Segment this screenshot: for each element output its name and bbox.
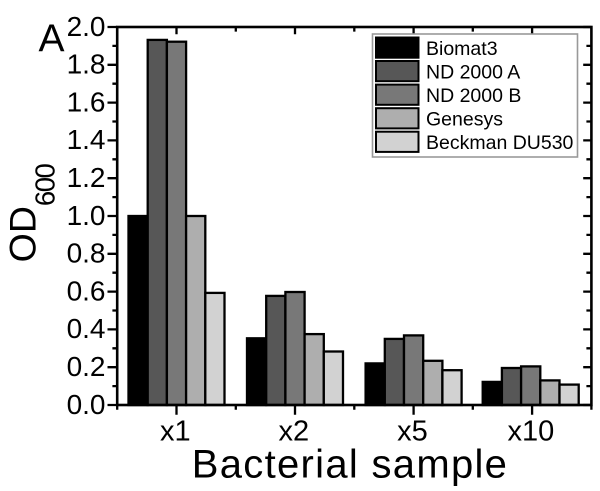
svg-text:Bacterial sample: Bacterial sample (192, 443, 508, 486)
svg-text:1.0: 1.0 (67, 200, 106, 231)
svg-text:Genesys: Genesys (426, 109, 503, 131)
svg-text:0.8: 0.8 (67, 238, 106, 269)
svg-text:Beckman DU530: Beckman DU530 (426, 132, 574, 154)
svg-text:1.6: 1.6 (67, 86, 106, 117)
svg-text:0.2: 0.2 (67, 351, 106, 382)
svg-text:A: A (39, 18, 65, 61)
svg-text:0.0: 0.0 (67, 389, 106, 420)
svg-text:1.4: 1.4 (67, 124, 106, 155)
svg-text:x5: x5 (397, 416, 428, 448)
svg-text:0.4: 0.4 (67, 313, 106, 344)
svg-text:2.0: 2.0 (67, 11, 106, 42)
svg-text:0.6: 0.6 (67, 275, 106, 306)
svg-text:x10: x10 (508, 416, 555, 448)
svg-text:ND 2000 B: ND 2000 B (426, 85, 521, 107)
svg-text:ND 2000 A: ND 2000 A (426, 61, 520, 83)
svg-text:x1: x1 (160, 416, 191, 448)
svg-text:Biomat3: Biomat3 (426, 38, 498, 60)
svg-text:x2: x2 (278, 416, 309, 448)
svg-text:1.2: 1.2 (67, 162, 106, 193)
svg-text:1.8: 1.8 (67, 49, 106, 80)
